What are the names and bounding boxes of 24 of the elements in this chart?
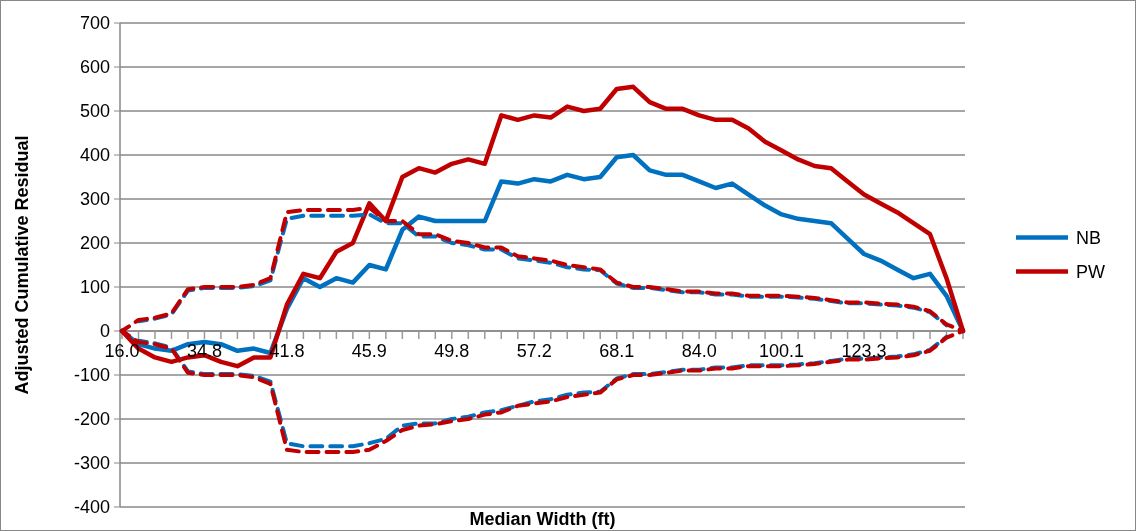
x-tick-label: 100.1 xyxy=(759,341,805,361)
x-tick-label: 49.8 xyxy=(434,341,470,361)
y-axis-title: Adjusted Cumulative Residual xyxy=(12,135,32,395)
y-tick-label: 200 xyxy=(79,233,110,254)
y-tick-label: 300 xyxy=(79,189,110,210)
y-tick-label: 600 xyxy=(79,57,110,78)
y-tick-label: 100 xyxy=(79,277,110,298)
y-tick-label: 700 xyxy=(79,13,110,34)
x-axis-title: Median Width (ft) xyxy=(469,509,616,529)
y-tick-label: -400 xyxy=(73,497,110,518)
y-tick-label: 500 xyxy=(79,101,110,122)
x-tick-label: 45.9 xyxy=(351,341,387,361)
y-tick-label: 0 xyxy=(99,321,110,342)
y-tick-label: 400 xyxy=(79,145,110,166)
x-tick-label: 123.3 xyxy=(841,341,887,361)
x-tick-label: 57.2 xyxy=(516,341,552,361)
y-tick-label: -300 xyxy=(73,453,110,474)
y-tick-label: -200 xyxy=(73,409,110,430)
x-tick-label: 84.0 xyxy=(681,341,717,361)
y-tick-label: -100 xyxy=(73,365,110,386)
x-tick-label: 16.0 xyxy=(104,341,140,361)
legend-label: NB xyxy=(1076,227,1102,248)
legend-label: PW xyxy=(1076,261,1106,282)
x-tick-label: 68.1 xyxy=(599,341,635,361)
